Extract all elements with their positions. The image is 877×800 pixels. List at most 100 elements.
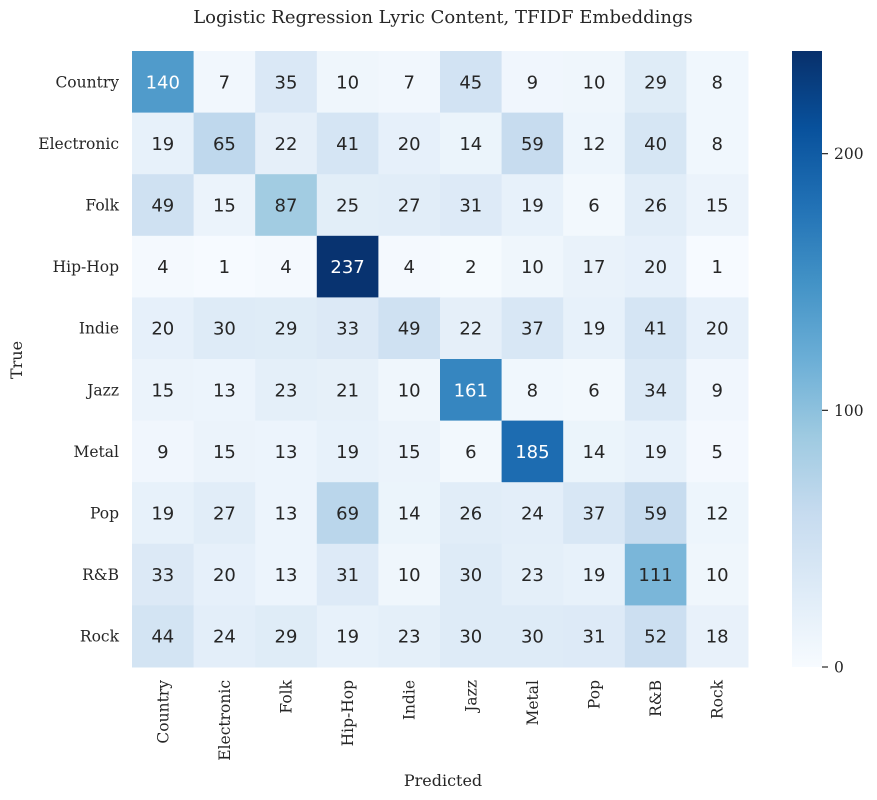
heatmap-cell — [563, 482, 626, 545]
cell-value-label: 237 — [330, 257, 364, 278]
y-tick-label: Folk — [85, 197, 119, 215]
y-tick-label: Metal — [74, 443, 120, 461]
heatmap-cell — [193, 51, 256, 114]
heatmap-cell — [501, 174, 564, 237]
cell-value-label: 4 — [403, 257, 414, 278]
heatmap-cell — [316, 51, 379, 114]
heatmap-cell — [563, 605, 626, 668]
heatmap-cell — [378, 297, 441, 360]
cell-value-label: 41 — [336, 134, 359, 155]
colorbar-tick-label: 100 — [834, 402, 864, 420]
cell-value-label: 25 — [336, 196, 359, 217]
cell-value-label: 24 — [213, 627, 236, 648]
cell-value-label: 20 — [151, 319, 174, 340]
heatmap-cell — [132, 543, 195, 606]
heatmap-cell — [255, 174, 318, 237]
heatmap-cell — [624, 482, 687, 545]
heatmap-cell — [193, 420, 256, 483]
colorbar: 0 100 200 — [792, 51, 864, 677]
heatmap-cell — [686, 174, 749, 237]
cell-value-label: 15 — [398, 442, 421, 463]
cell-value-label: 19 — [336, 627, 359, 648]
cell-value-label: 19 — [583, 319, 606, 340]
cell-value-label: 22 — [459, 319, 482, 340]
x-tick-label: Metal — [524, 680, 542, 726]
cell-value-label: 30 — [213, 319, 236, 340]
heatmap-cell — [563, 359, 626, 422]
cell-value-label: 30 — [459, 565, 482, 586]
heatmap-cell — [440, 174, 503, 237]
heatmap-cell — [132, 51, 195, 114]
cell-value-label: 15 — [151, 380, 174, 401]
heatmap-cell — [255, 112, 318, 175]
heatmap-cell — [316, 482, 379, 545]
y-tick-label: Pop — [90, 505, 119, 523]
heatmap-cell — [563, 112, 626, 175]
heatmap-cell — [378, 482, 441, 545]
heatmap-cell — [501, 297, 564, 360]
cell-value-label: 26 — [459, 504, 482, 525]
cell-value-label: 49 — [398, 319, 421, 340]
y-tick-label: Rock — [80, 628, 120, 646]
cell-value-label: 29 — [275, 627, 298, 648]
cell-value-label: 19 — [521, 196, 544, 217]
cell-value-label: 49 — [151, 196, 174, 217]
x-tick-label: Indie — [401, 680, 419, 720]
cell-value-label: 10 — [706, 565, 729, 586]
y-axis-title: True — [7, 341, 26, 379]
cell-value-label: 4 — [157, 257, 168, 278]
heatmap-cell — [686, 482, 749, 545]
heatmap-cell — [440, 359, 503, 422]
cell-value-label: 19 — [336, 442, 359, 463]
heatmap-cell — [501, 51, 564, 114]
y-tick-label: R&B — [82, 566, 119, 584]
heatmap-cell — [624, 51, 687, 114]
y-tick-label: Electronic — [38, 135, 119, 153]
heatmap-cell — [686, 420, 749, 483]
cell-value-label: 10 — [336, 72, 359, 93]
heatmap-cell — [132, 605, 195, 668]
cell-value-label: 12 — [706, 504, 729, 525]
cell-value-label: 10 — [398, 565, 421, 586]
cell-value-label: 7 — [219, 72, 230, 93]
x-tick-labels: Country Electronic Folk Hip-Hop Indie Jazz Met… — [154, 679, 726, 760]
heatmap-cell — [132, 297, 195, 360]
heatmap-cell — [132, 174, 195, 237]
cell-value-label: 23 — [275, 380, 298, 401]
heatmap-cell — [624, 359, 687, 422]
heatmap-cell — [132, 235, 195, 298]
heatmap-cell — [686, 297, 749, 360]
heatmap-cell — [624, 235, 687, 298]
heatmap-cell — [624, 112, 687, 175]
cell-value-label: 34 — [644, 380, 667, 401]
heatmap-cell — [193, 605, 256, 668]
heatmap-cell — [132, 359, 195, 422]
cell-value-label: 6 — [465, 442, 476, 463]
heatmap-cell — [501, 420, 564, 483]
heatmap-cell — [686, 112, 749, 175]
heatmap-cell — [255, 482, 318, 545]
cell-value-label: 13 — [275, 442, 298, 463]
x-tick-label: Rock — [709, 679, 727, 719]
heatmap-cell — [255, 297, 318, 360]
x-tick-label: Pop — [586, 680, 604, 709]
heatmap-cell — [132, 112, 195, 175]
x-tick-label: Country — [154, 680, 172, 744]
cell-value-label: 13 — [275, 504, 298, 525]
heatmap-cell — [563, 235, 626, 298]
heatmap-cell — [686, 605, 749, 668]
heatmap-cells — [132, 51, 749, 668]
cell-value-label: 14 — [398, 504, 421, 525]
x-axis-title: Predicted — [404, 771, 482, 790]
cell-value-label: 87 — [275, 196, 298, 217]
cell-value-label: 140 — [146, 72, 180, 93]
heatmap-cell — [440, 605, 503, 668]
cell-value-label: 33 — [151, 565, 174, 586]
cell-value-label: 23 — [521, 565, 544, 586]
heatmap-cell — [440, 420, 503, 483]
x-tick-label: Electronic — [216, 680, 234, 761]
heatmap-cell — [563, 543, 626, 606]
cell-value-label: 31 — [583, 627, 606, 648]
heatmap-cell — [132, 420, 195, 483]
